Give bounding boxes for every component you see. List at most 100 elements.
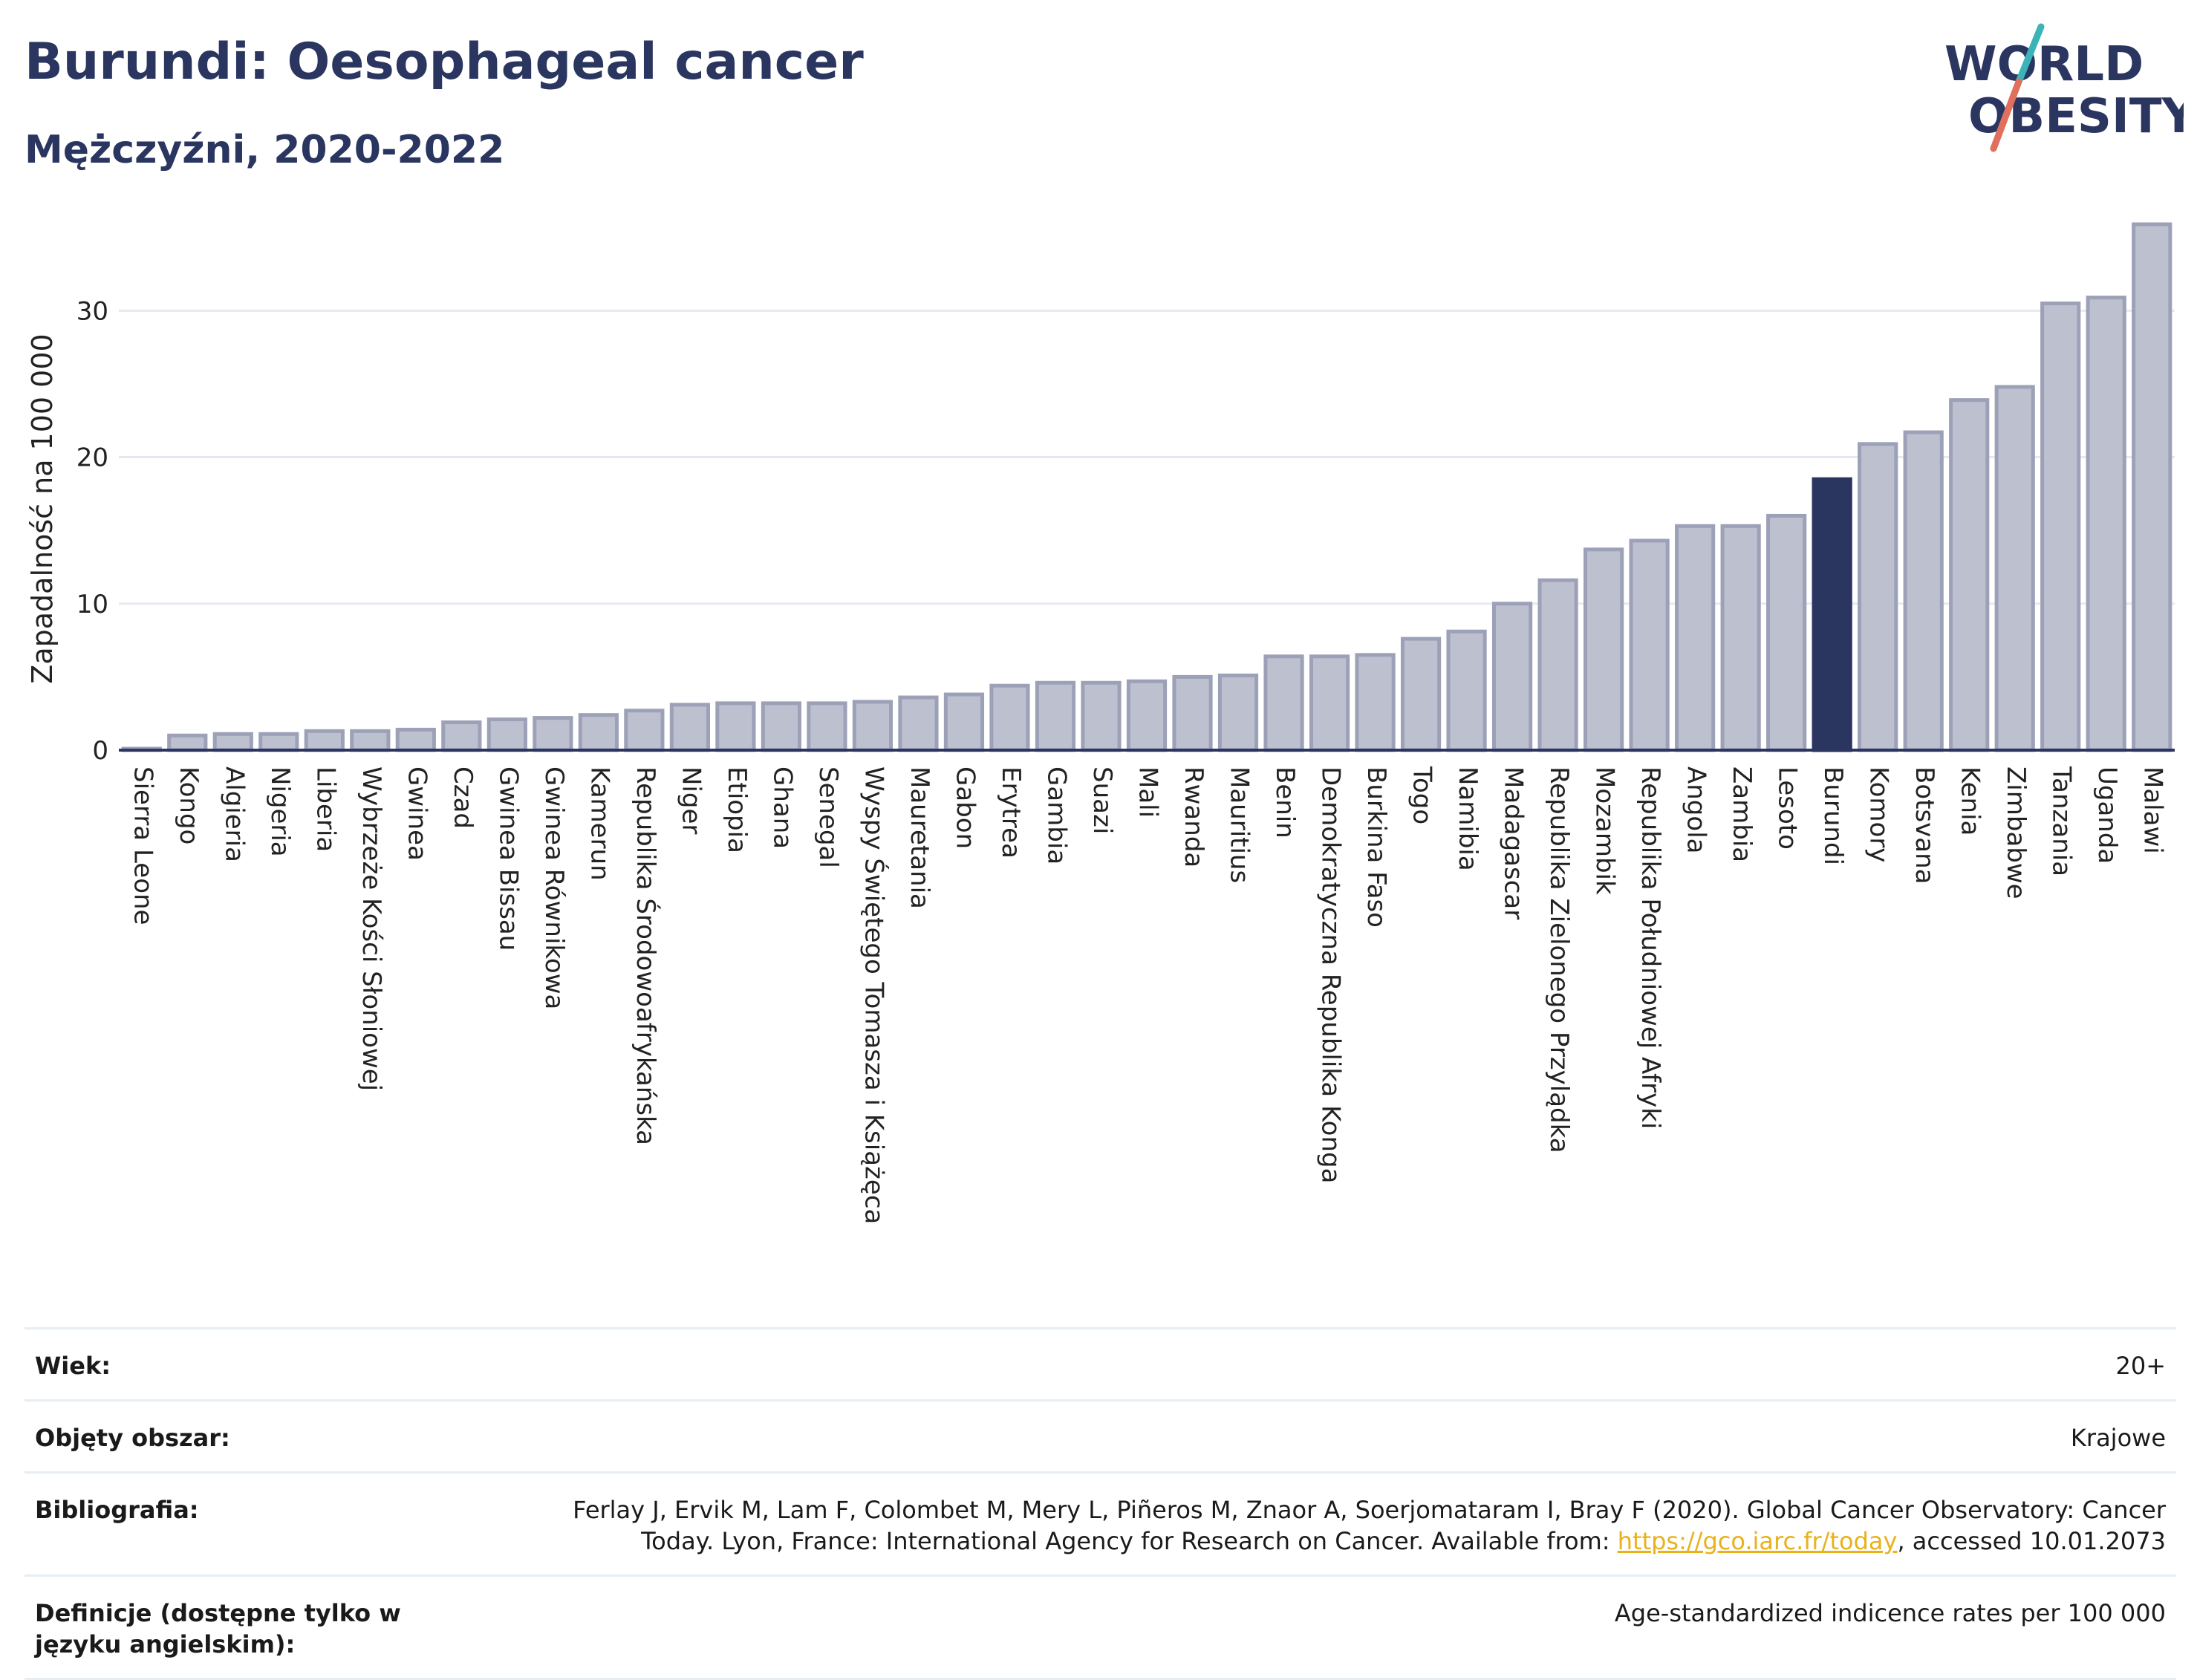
bar bbox=[1720, 524, 1761, 752]
x-tick-label: Sierra Leone bbox=[128, 766, 157, 925]
age-label: Wiek: bbox=[35, 1352, 111, 1380]
x-tick-label: Zambia bbox=[1727, 766, 1757, 862]
bar bbox=[852, 700, 894, 752]
logo-slash-coral bbox=[1990, 78, 2022, 152]
bar bbox=[1994, 385, 2035, 752]
bibliography-value: Ferlay J, Ervik M, Lam F, Colombet M, Me… bbox=[569, 1494, 2166, 1557]
bar bbox=[1172, 674, 1213, 752]
bar bbox=[1400, 636, 1442, 752]
x-tick-label: Kenia bbox=[1956, 766, 1985, 836]
x-tick-label: Malawi bbox=[2138, 766, 2168, 854]
bar bbox=[715, 701, 756, 752]
bar bbox=[1491, 602, 1533, 752]
logo-slash-teal bbox=[2015, 23, 2045, 85]
bar bbox=[2132, 222, 2172, 752]
x-tick-label: Republika Środowoafrykańska bbox=[631, 766, 661, 1145]
y-tick-label: 10 bbox=[77, 590, 108, 619]
y-tick-label: 20 bbox=[77, 443, 108, 473]
x-tick-label: Algieria bbox=[219, 766, 249, 862]
x-tick-label: Wyspy Świętego Tomasza i Książęca bbox=[859, 766, 889, 1224]
bar bbox=[807, 701, 847, 752]
x-tick-label: Erytrea bbox=[996, 766, 1026, 859]
bar bbox=[1537, 578, 1578, 752]
y-tick-label: 0 bbox=[92, 736, 108, 766]
coverage-label: Objęty obszar: bbox=[35, 1424, 230, 1452]
x-tick-label: Wybrzeże Kości Słoniowej bbox=[357, 766, 386, 1091]
bibliography-label: Bibliografia: bbox=[35, 1496, 199, 1524]
bibliography-link[interactable]: https://gco.iarc.fr/today bbox=[1617, 1527, 1898, 1555]
bar bbox=[1903, 430, 1944, 752]
x-tick-label: Mozambik bbox=[1590, 766, 1620, 895]
bar bbox=[1217, 673, 1259, 752]
bar-chart: 0 10 20 30 Zapadalność na 100 000 Sierra Leon… bbox=[26, 222, 2175, 1224]
x-tick-label: Kamerun bbox=[585, 766, 614, 881]
bar bbox=[395, 727, 436, 752]
bar bbox=[943, 692, 985, 752]
bar bbox=[2040, 301, 2081, 752]
x-tick-label: Komory bbox=[1864, 766, 1894, 862]
x-tick-label: Gwinea bbox=[402, 766, 432, 861]
bar bbox=[1126, 679, 1168, 752]
x-tick-label: Tanzania bbox=[2047, 766, 2077, 876]
bar bbox=[1629, 538, 1670, 752]
page-subtitle: Mężczyźni, 2020-2022 bbox=[25, 128, 505, 172]
bar bbox=[304, 729, 345, 752]
x-tick-label: Kongo bbox=[174, 766, 204, 844]
bar bbox=[212, 732, 253, 752]
bar bbox=[1858, 442, 1898, 752]
bar bbox=[533, 716, 573, 752]
bar bbox=[1355, 653, 1396, 752]
x-tick-label: Demokratyczna Republika Konga bbox=[1316, 766, 1346, 1183]
x-tick-label: Angola bbox=[1682, 766, 1711, 853]
x-tick-label: Gwinea Bissau bbox=[493, 766, 523, 951]
x-tick-label: Nigeria bbox=[265, 766, 295, 857]
bar bbox=[1446, 629, 1487, 752]
bar bbox=[258, 732, 299, 752]
x-tick-label: Mauretania bbox=[905, 766, 934, 909]
bar bbox=[1675, 524, 1716, 752]
x-tick-label: Lesoto bbox=[1773, 766, 1803, 850]
x-tick-label: Burundi bbox=[1818, 766, 1848, 865]
age-value: 20+ bbox=[2115, 1352, 2166, 1380]
bar bbox=[1812, 477, 1852, 752]
x-tick-label: Senegal bbox=[813, 766, 843, 868]
x-tick-label: Rwanda bbox=[1179, 766, 1208, 867]
bar bbox=[1949, 398, 1990, 752]
bar bbox=[2086, 296, 2126, 752]
x-tick-label: Republika Zielonego Przylądka bbox=[1544, 766, 1574, 1153]
x-tick-label: Czad bbox=[448, 766, 478, 829]
bar bbox=[167, 733, 208, 752]
bar bbox=[624, 709, 665, 752]
bar bbox=[350, 729, 391, 752]
x-tick-label: Botsvana bbox=[1910, 766, 1939, 885]
definitions-value: Age-standardized indicence rates per 100… bbox=[1614, 1599, 2166, 1627]
bar bbox=[1766, 513, 1807, 752]
definitions-label: Definicje (dostępne tylko w języku angie… bbox=[35, 1599, 401, 1658]
bar bbox=[1309, 654, 1350, 752]
meta-row-age: Wiek: 20+ bbox=[25, 1327, 2176, 1399]
meta-row-definitions: Definicje (dostępne tylko w języku angie… bbox=[25, 1575, 2176, 1680]
x-tick-label: Benin bbox=[1270, 766, 1300, 839]
x-tick-label: Suazi bbox=[1087, 766, 1117, 834]
metadata-table: Wiek: 20+ Objęty obszar: Krajowe Bibliog… bbox=[25, 1327, 2176, 1680]
x-tick-label: Republika Południowej Afryki bbox=[1635, 766, 1665, 1129]
x-tick-label: Mauritius bbox=[1225, 766, 1254, 883]
x-tick-label: Gambia bbox=[1041, 766, 1071, 865]
x-tick-label: Namibia bbox=[1453, 766, 1482, 871]
bar bbox=[989, 683, 1030, 752]
x-tick-label: Uganda bbox=[2092, 766, 2122, 864]
y-tick-label: 30 bbox=[77, 296, 108, 326]
x-tick-label: Gwinea Równikowa bbox=[539, 766, 569, 1009]
x-tick-label: Zimbabwe bbox=[2001, 766, 2031, 899]
y-axis-title: Zapadalność na 100 000 bbox=[26, 333, 59, 683]
bar bbox=[441, 720, 482, 752]
bar bbox=[578, 713, 619, 752]
world-obesity-logo: WORLD OBESITY bbox=[1944, 23, 2184, 152]
x-tick-label: Etiopia bbox=[722, 766, 752, 853]
bibliography-text: Ferlay J, Ervik M, Lam F, Colombet M, Me… bbox=[573, 1496, 2166, 1555]
x-tick-label: Mali bbox=[1133, 766, 1163, 818]
logo-text-world: WORLD bbox=[1944, 37, 2144, 92]
x-tick-label: Gabon bbox=[950, 766, 980, 849]
bar bbox=[1584, 547, 1624, 752]
meta-row-coverage: Objęty obszar: Krajowe bbox=[25, 1399, 2176, 1471]
